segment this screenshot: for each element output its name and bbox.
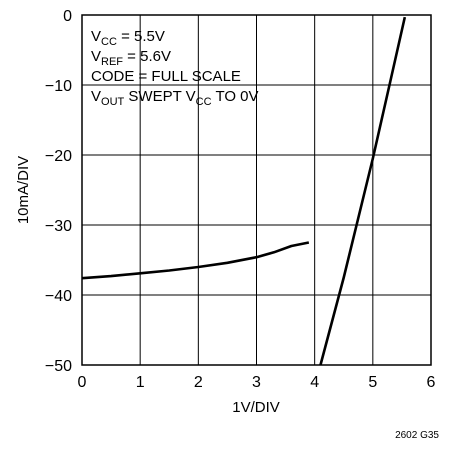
x-tick-label: 0 (78, 374, 87, 391)
annotation-line: VOUT SWEPT VCC TO 0V (91, 88, 259, 108)
annotation-line: VCC = 5.5V (91, 28, 165, 48)
series-line-1 (81, 241, 310, 280)
y-tick-label: −30 (45, 218, 72, 235)
y-tick-label: −10 (45, 78, 72, 95)
x-tick-label: 4 (310, 374, 319, 391)
x-axis-label: 1V/DIV (232, 399, 280, 416)
x-tick-label: 2 (194, 374, 203, 391)
y-tick-label: −40 (45, 288, 72, 305)
grid (82, 15, 431, 365)
x-tick-label: 1 (136, 374, 145, 391)
annotation-line: CODE = FULL SCALE (91, 68, 241, 85)
annotation-line: VREF = 5.6V (91, 48, 171, 68)
series-layer (81, 16, 407, 366)
x-tick-label: 6 (427, 374, 436, 391)
y-tick-label: 0 (63, 8, 72, 25)
figure-id: 2602 G35 (395, 430, 439, 441)
y-tick-label: −50 (45, 358, 72, 375)
x-tick-label: 5 (368, 374, 377, 391)
y-tick-labels: 0 −10 −20 −30 −40 −50 (45, 8, 72, 375)
y-tick-label: −20 (45, 148, 72, 165)
plot-frame (81, 14, 432, 366)
x-tick-label: 3 (252, 374, 261, 391)
y-axis-label: 10mA/DIV (15, 156, 32, 224)
x-tick-labels: 0 1 2 3 4 5 6 (78, 374, 436, 391)
series-line-2 (319, 16, 407, 366)
